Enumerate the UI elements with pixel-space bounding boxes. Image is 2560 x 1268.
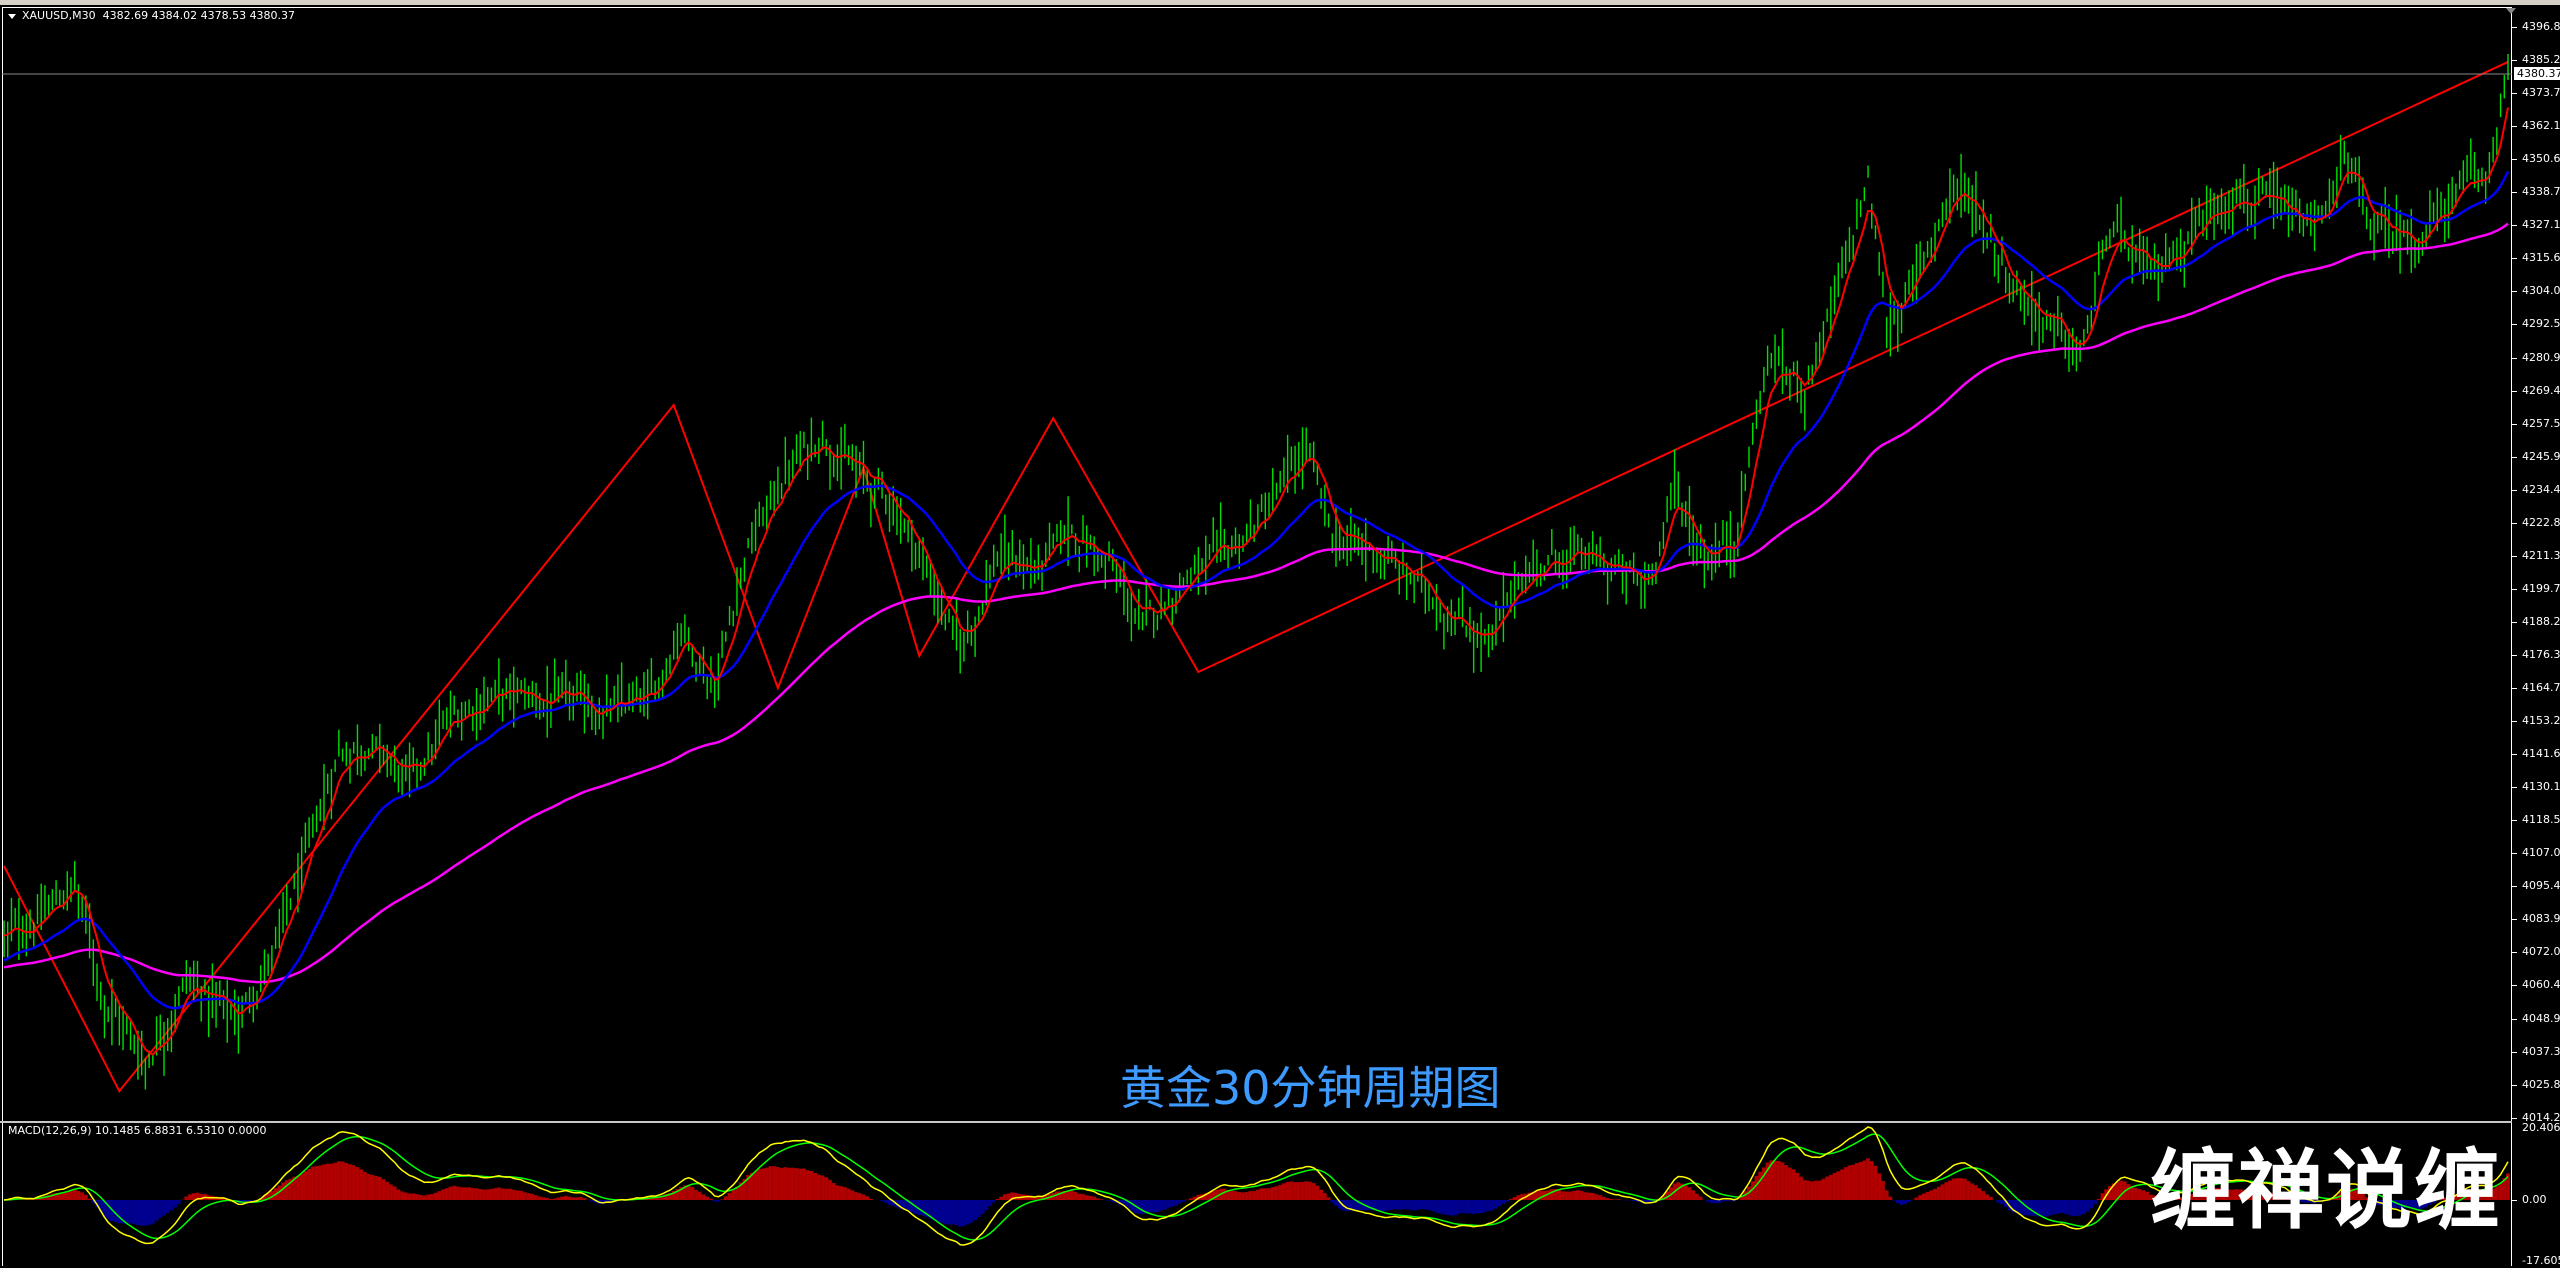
price-axis-label: 4280.95 xyxy=(2522,350,2560,364)
price-axis-tick xyxy=(2512,357,2517,359)
chart-title: XAUUSD,M30 4382.69 4384.02 4378.53 4380.… xyxy=(8,9,295,22)
price-axis-tick xyxy=(2512,1051,2517,1053)
price-axis-label: 4176.30 xyxy=(2522,647,2560,661)
collapse-triangle-icon[interactable] xyxy=(8,13,16,19)
symbol-label: XAUUSD,M30 xyxy=(22,9,96,22)
price-axis-label: 4373.70 xyxy=(2522,86,2560,100)
price-axis-tick xyxy=(2512,1018,2517,1020)
price-axis-label: 4083.90 xyxy=(2522,912,2560,926)
price-axis-label: 4222.85 xyxy=(2522,515,2560,529)
price-axis-label: 4396.80 xyxy=(2522,20,2560,33)
macd-label: MACD(12,26,9) 10.1485 6.8831 6.5310 0.00… xyxy=(8,1124,267,1137)
chart-shift-marker[interactable] xyxy=(2506,8,2516,14)
price-axis-tick xyxy=(2512,952,2517,954)
price-axis-label: 4257.50 xyxy=(2522,416,2560,430)
chart-caption: 黄金30分钟周期图 xyxy=(1120,1061,1501,1115)
macd-layer xyxy=(3,1126,2510,1246)
price-axis-label: 4234.40 xyxy=(2522,482,2560,496)
price-axis-tick xyxy=(2512,456,2517,458)
price-axis-label: 4211.30 xyxy=(2522,548,2560,562)
price-axis-label: 4025.80 xyxy=(2522,1077,2560,1091)
slow-ma-line xyxy=(3,222,2509,984)
price-axis-label: 4245.95 xyxy=(2522,449,2560,463)
price-axis-label: 4327.15 xyxy=(2522,218,2560,232)
subwindow-separator[interactable] xyxy=(0,1121,2512,1123)
fast-ma-line xyxy=(3,107,2509,1056)
price-axis-tick xyxy=(2512,555,2517,557)
price-axis-label: 4153.20 xyxy=(2522,714,2560,728)
price-axis-tick xyxy=(2512,1084,2517,1086)
price-axis-tick xyxy=(2512,688,2517,689)
price-axis-label: 4118.55 xyxy=(2522,813,2560,827)
price-axis-tick xyxy=(2512,192,2517,194)
price-axis-label: 4037.35 xyxy=(2522,1044,2560,1058)
price-axis-label: 4072.00 xyxy=(2522,945,2560,959)
price-axis-tick xyxy=(2512,853,2517,855)
price-axis-tick xyxy=(2512,886,2517,888)
price-axis-label: 4304.05 xyxy=(2522,284,2560,298)
price-axis-tick xyxy=(2512,423,2517,425)
price-axis-label: 4164.75 xyxy=(2522,681,2560,694)
price-axis-tick xyxy=(2512,820,2517,822)
price-axis-label: 4188.20 xyxy=(2522,614,2560,628)
price-axis-label: 4269.40 xyxy=(2522,383,2560,397)
price-axis-label: 4048.90 xyxy=(2522,1011,2560,1025)
bars-layer xyxy=(3,53,2509,1090)
price-axis-label: 4014.25 xyxy=(2522,1110,2560,1124)
price-axis-label: 4130.10 xyxy=(2522,780,2560,794)
price-axis-tick xyxy=(2512,27,2517,28)
price-axis-tick xyxy=(2512,258,2517,260)
price-axis-tick xyxy=(2512,60,2517,62)
price-axis-tick xyxy=(2512,225,2517,227)
price-axis-tick xyxy=(2512,93,2517,95)
price-axis-tick xyxy=(2512,985,2517,987)
chart-frame xyxy=(2,7,2512,1266)
price-axis-label: 4315.60 xyxy=(2522,251,2560,265)
price-axis-label: 4199.75 xyxy=(2522,581,2560,595)
ma-layer xyxy=(3,107,2510,1056)
price-axis-label: 4338.70 xyxy=(2522,185,2560,199)
macd-signal-line xyxy=(3,1133,2509,1241)
price-axis-tick xyxy=(2512,588,2517,590)
macd-axis-tick xyxy=(2512,1200,2517,1201)
price-axis-label: 4362.15 xyxy=(2522,119,2560,133)
watermark-text: 缠禅说缠 xyxy=(2150,1141,2502,1241)
price-axis-tick xyxy=(2512,159,2517,161)
price-axis-tick xyxy=(2512,621,2517,623)
price-axis-label: 4385.25 xyxy=(2522,53,2560,67)
price-axis-label: 4350.60 xyxy=(2522,152,2560,166)
macd-axis-max: 20.4069 xyxy=(2522,1121,2560,1134)
price-axis-tick xyxy=(2512,919,2517,921)
toolbar-strip xyxy=(0,0,2560,5)
price-axis-tick xyxy=(2512,721,2517,723)
ohlc-values: 4382.69 4384.02 4378.53 4380.37 xyxy=(102,9,296,22)
macd-axis-zero: 0.00 xyxy=(2522,1193,2547,1206)
price-axis-label: 4095.45 xyxy=(2522,879,2560,893)
price-axis-tick xyxy=(2512,324,2517,326)
price-axis-tick xyxy=(2512,754,2517,756)
current-price-label: 4380.37 xyxy=(2514,67,2560,80)
price-axis-tick xyxy=(2512,126,2517,128)
mid-ma-line xyxy=(3,170,2510,1010)
price-axis-label: 4107.00 xyxy=(2522,846,2560,860)
price-axis-tick xyxy=(2512,291,2517,293)
price-axis-tick xyxy=(2512,787,2517,789)
price-axis-label: 4292.50 xyxy=(2522,317,2560,331)
macd-axis-min: -17.6053 xyxy=(2522,1254,2560,1267)
price-axis-tick xyxy=(2512,522,2517,524)
price-axis-tick xyxy=(2512,390,2517,392)
price-axis-label: 4141.65 xyxy=(2522,747,2560,761)
price-axis-tick xyxy=(2512,1117,2517,1119)
price-axis-tick xyxy=(2512,489,2517,491)
price-axis-label: 4060.45 xyxy=(2522,978,2560,992)
macd-main-line xyxy=(3,1126,2509,1246)
price-axis-tick xyxy=(2512,654,2517,656)
